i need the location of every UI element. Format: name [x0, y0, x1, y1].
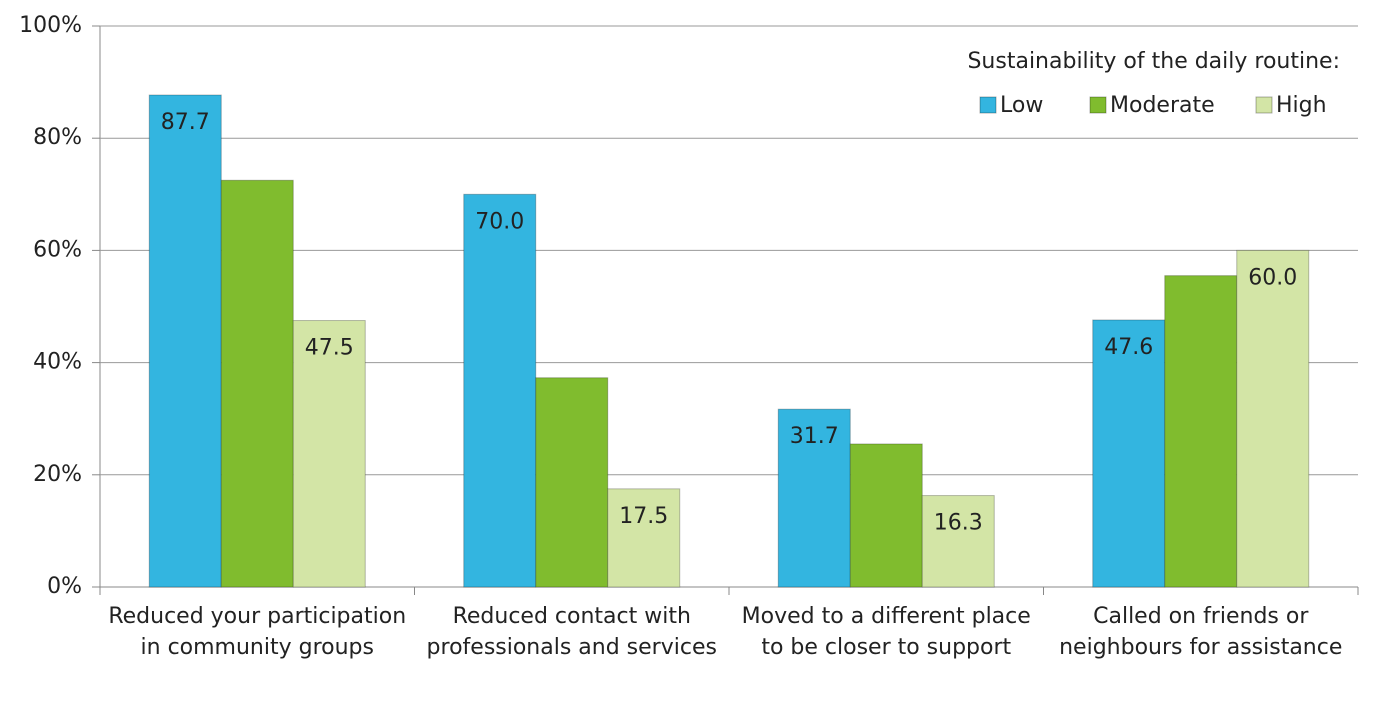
legend-swatch — [1089, 96, 1107, 114]
x-tick-label: Reduced your participation in community … — [108, 604, 407, 660]
bar — [849, 443, 923, 588]
data-label: 47.6 — [1104, 335, 1153, 360]
bar — [148, 94, 222, 588]
data-label: 87.7 — [161, 110, 210, 135]
bar — [463, 193, 537, 588]
legend-label: High — [1276, 93, 1327, 118]
y-tick-label: 100% — [19, 13, 82, 38]
legend-label: Moderate — [1110, 93, 1215, 118]
x-tick-label: Reduced contact with professionals and s… — [426, 604, 717, 660]
y-tick-label: 20% — [33, 462, 82, 487]
bar — [220, 179, 294, 588]
data-label: 16.3 — [934, 511, 983, 536]
data-label: 60.0 — [1248, 265, 1297, 290]
bar — [535, 377, 609, 588]
bar — [921, 495, 995, 588]
x-tick-label: Moved to a different place to be closer … — [741, 604, 1031, 660]
bar — [1236, 249, 1310, 588]
y-tick-label: 60% — [33, 237, 82, 262]
data-label: 31.7 — [790, 424, 839, 449]
x-tick-label: Called on friends or neighbours for assi… — [1059, 604, 1343, 660]
bar — [777, 408, 851, 588]
data-label: 17.5 — [619, 504, 668, 529]
data-label: 70.0 — [475, 209, 524, 234]
bar — [292, 320, 366, 588]
y-tick-label: 0% — [47, 574, 82, 599]
legend-swatch — [1255, 96, 1273, 114]
legend-label: Low — [1000, 93, 1043, 118]
data-label: 47.5 — [305, 336, 354, 361]
legend-title: Sustainability of the daily routine: — [967, 49, 1340, 74]
y-tick-label: 80% — [33, 125, 82, 150]
bar — [607, 488, 681, 588]
legend-swatch — [979, 96, 997, 114]
bar — [1092, 319, 1166, 588]
y-tick-label: 40% — [33, 350, 82, 375]
bar — [1164, 275, 1238, 588]
